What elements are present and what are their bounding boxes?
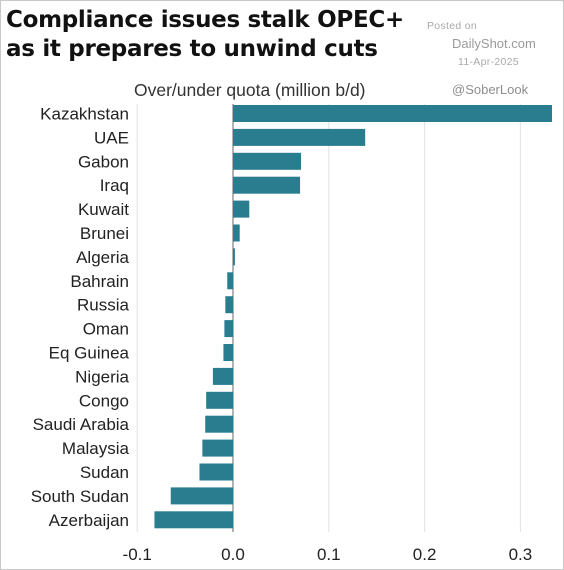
category-label: Nigeria	[75, 367, 129, 386]
bar-algeria	[233, 248, 235, 266]
bar-uae	[233, 128, 366, 146]
bar-congo	[206, 391, 233, 409]
watermark-date: 11-Apr-2025	[458, 56, 519, 68]
category-label: Congo	[79, 391, 129, 410]
bar-oman	[224, 320, 233, 338]
chart-title: Compliance issues stalk OPEC+ as it prep…	[6, 6, 404, 64]
category-label: Saudi Arabia	[33, 415, 130, 434]
bar-nigeria	[212, 367, 233, 385]
x-tick-label: 0.0	[221, 545, 245, 564]
category-label: Eq Guinea	[49, 344, 130, 363]
bar-eq-guinea	[223, 344, 233, 361]
category-label: Brunei	[80, 224, 129, 243]
bar-russia	[225, 296, 233, 314]
x-tick-label: 0.2	[413, 545, 437, 564]
watermark-handle: @SoberLook	[452, 82, 529, 97]
category-label: Malaysia	[62, 439, 130, 458]
bar-gabon	[233, 152, 302, 170]
grid-lines	[136, 104, 521, 532]
chart-subtitle: Over/under quota (million b/d)	[134, 80, 366, 100]
watermark-posted: Posted on	[427, 20, 477, 32]
bar-south-sudan	[170, 487, 233, 505]
bar-sudan	[199, 463, 233, 481]
category-labels: Kazakhstan UAE Gabon Iraq Kuwait Brunei Algeri…	[31, 105, 130, 530]
category-label: UAE	[94, 128, 129, 147]
bar-saudi-arabia	[205, 415, 233, 433]
bar-bahrain	[227, 272, 233, 290]
x-axis-tick-labels: -0.1 0.0 0.1 0.2 0.3	[123, 545, 533, 564]
bar-kuwait	[233, 200, 250, 218]
category-label: Gabon	[78, 152, 129, 171]
category-label: South Sudan	[31, 487, 129, 506]
x-tick-label: 0.1	[317, 545, 341, 564]
bars	[154, 105, 553, 529]
watermark-site: DailyShot.com	[452, 36, 536, 51]
category-label: Sudan	[80, 463, 129, 482]
category-label: Iraq	[100, 176, 129, 195]
category-label: Azerbaijan	[49, 511, 129, 530]
bar-iraq	[233, 176, 301, 194]
bar-azerbaijan	[154, 511, 233, 529]
chart-title-line-2: as it prepares to unwind cuts	[6, 36, 378, 62]
x-tick-label: -0.1	[123, 545, 152, 564]
category-label: Russia	[77, 296, 130, 315]
category-label: Kazakhstan	[40, 105, 129, 124]
bar-brunei	[233, 224, 240, 242]
category-label: Kuwait	[78, 200, 129, 219]
chart-title-line-1: Compliance issues stalk OPEC+	[6, 7, 404, 33]
bar-malaysia	[202, 439, 233, 457]
category-label: Oman	[83, 320, 129, 339]
category-label: Bahrain	[70, 272, 129, 291]
x-tick-label: 0.3	[509, 545, 533, 564]
category-label: Algeria	[76, 248, 129, 267]
bar-kazakhstan	[233, 105, 553, 122]
